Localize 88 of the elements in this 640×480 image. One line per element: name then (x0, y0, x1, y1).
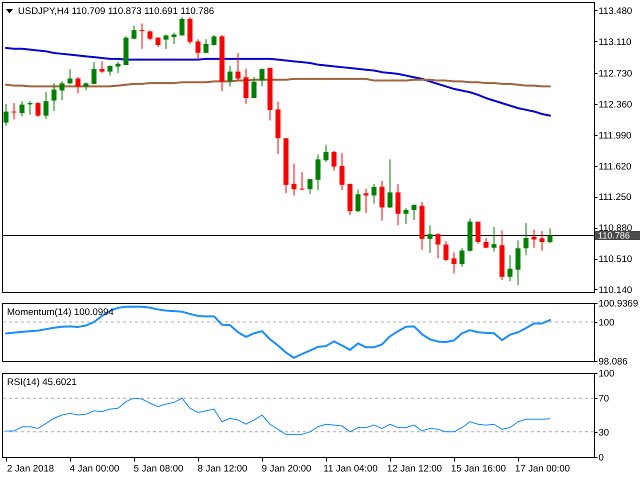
candlestick (108, 64, 112, 76)
candlestick (52, 82, 56, 112)
line-series (5, 46, 551, 117)
candlestick (260, 68, 264, 87)
candlestick (428, 224, 432, 254)
line-series (6, 398, 550, 435)
candlestick (172, 32, 176, 44)
candlestick (252, 76, 256, 99)
y-tick-label: 0 (598, 452, 604, 464)
candlestick (244, 68, 248, 104)
candlestick (332, 150, 336, 172)
candlestick (76, 76, 80, 94)
candlestick (380, 180, 384, 222)
candlestick (36, 102, 40, 118)
candlestick (340, 152, 344, 191)
y-tick-label: 110.140 (598, 284, 632, 296)
candlestick (452, 252, 456, 274)
candlestick (28, 100, 32, 116)
y-tick-label: 110.510 (598, 254, 632, 266)
candlestick (204, 38, 208, 54)
candlestick (236, 52, 240, 82)
candlestick (508, 254, 512, 282)
chart-title: RSI(14) 45.6021 (7, 377, 77, 388)
candlestick (228, 66, 232, 87)
candlestick (180, 16, 184, 36)
candlestick (388, 158, 392, 209)
candlestick (148, 30, 152, 41)
candlestick (372, 183, 376, 204)
candlestick (100, 60, 104, 74)
y-tick-label: 100 (598, 368, 614, 380)
candlestick (516, 240, 520, 286)
candlestick (12, 102, 16, 120)
candlestick (20, 100, 24, 117)
candlestick (164, 34, 168, 50)
candlestick (132, 25, 136, 40)
line-series (5, 306, 551, 359)
candlestick (292, 162, 296, 196)
x-tick-label: 5 Jan 08:00 (134, 464, 184, 474)
x-tick-label: 11 Jan 04:00 (323, 464, 378, 474)
candlestick (308, 178, 312, 194)
x-tick-label: 17 Jan 00:00 (515, 464, 570, 474)
candlestick (316, 154, 320, 191)
candlestick (156, 36, 160, 48)
y-tick-label: 30 (598, 427, 610, 438)
y-tick-label: 100.9369 (598, 298, 638, 310)
y-tick-label: 100 (598, 318, 614, 329)
y-tick-label: 98.086 (598, 356, 628, 368)
x-tick-label: 8 Jan 12:00 (198, 464, 248, 474)
candlestick (476, 221, 480, 244)
candlestick (404, 208, 408, 225)
chart-title: USDJPY,H4 110.709 110.873 110.691 110.786 (18, 6, 214, 17)
candlestick (492, 226, 496, 252)
x-tick-label: 4 Jan 00:00 (70, 464, 120, 474)
candlestick (364, 188, 368, 214)
y-tick-label: 111.990 (598, 130, 632, 142)
x-tick-label: 2 Jan 2018 (6, 464, 54, 474)
candlestick (140, 23, 144, 50)
x-tick-label: 15 Jan 16:00 (451, 464, 506, 474)
y-tick-label: 113.110 (598, 36, 632, 48)
candlestick (412, 204, 416, 221)
y-tick-label: 112.730 (598, 68, 632, 80)
candlestick (188, 16, 192, 44)
candlestick (444, 240, 448, 262)
candlestick (60, 80, 64, 100)
candlestick (548, 228, 552, 244)
y-tick-label: 111.620 (598, 161, 632, 172)
candlestick (4, 103, 8, 126)
candlestick (212, 34, 216, 46)
x-tick-label: 9 Jan 20:00 (262, 464, 312, 474)
candlestick (532, 228, 536, 248)
candlestick (484, 237, 488, 249)
y-tick-label: 113.480 (598, 6, 632, 17)
y-tick-label: 111.250 (598, 192, 632, 204)
candlestick (356, 189, 360, 213)
candlestick (196, 38, 200, 60)
y-tick-label: 70 (598, 394, 610, 405)
candlestick (460, 248, 464, 268)
candlestick (44, 91, 48, 120)
candlestick (524, 222, 528, 256)
candlestick (540, 230, 544, 252)
candlestick (396, 183, 400, 226)
x-tick-label: 12 Jan 12:00 (387, 464, 442, 474)
candlestick (324, 144, 328, 162)
candlestick (92, 62, 96, 85)
candlestick (300, 171, 304, 191)
candlestick (68, 68, 72, 85)
y-tick-label: 112.360 (598, 99, 632, 110)
candlestick (436, 232, 440, 259)
